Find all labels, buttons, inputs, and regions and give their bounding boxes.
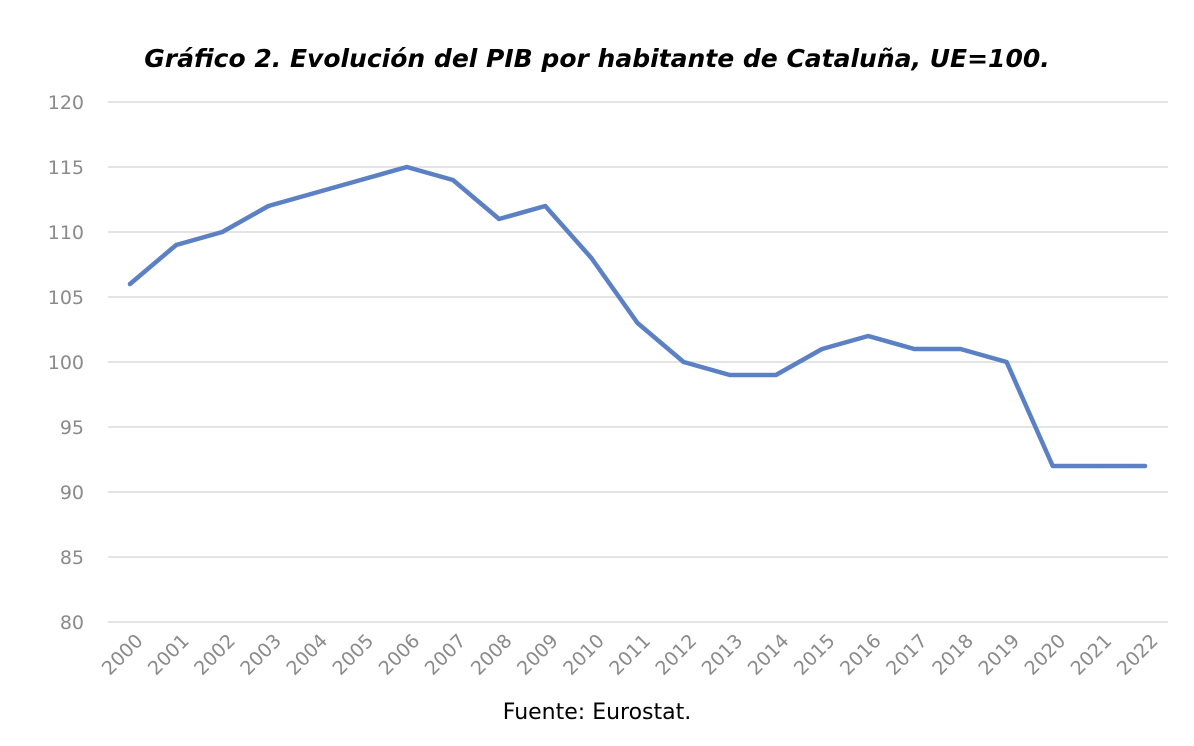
x-tick-label: 2010 xyxy=(559,630,609,680)
data-point xyxy=(1096,464,1101,468)
data-point xyxy=(589,256,594,260)
data-point xyxy=(450,178,455,182)
x-tick-label: 2011 xyxy=(605,630,655,680)
data-point xyxy=(220,230,225,234)
chart-title: Gráfico 2. Evolución del PIB por habitan… xyxy=(144,44,1050,73)
data-point xyxy=(727,373,732,377)
y-tick-label: 110 xyxy=(48,222,84,244)
x-tick-label: 2013 xyxy=(698,630,748,680)
x-tick-label: 2008 xyxy=(467,630,517,680)
series-line xyxy=(127,164,1148,469)
x-tick-label: 2004 xyxy=(282,630,332,680)
x-tick-label: 2019 xyxy=(974,630,1024,680)
data-point xyxy=(635,321,640,325)
data-point xyxy=(358,178,363,182)
x-tick-label: 2012 xyxy=(651,630,701,680)
data-point xyxy=(404,165,409,169)
data-point xyxy=(543,204,548,208)
x-tick-label: 2017 xyxy=(882,630,932,680)
x-tick-label: 2007 xyxy=(421,630,471,680)
x-tick-label: 2018 xyxy=(928,630,978,680)
y-tick-label: 95 xyxy=(60,417,84,439)
x-tick-label: 2006 xyxy=(375,630,425,680)
chart-source: Fuente: Eurostat. xyxy=(502,700,692,725)
y-tick-label: 105 xyxy=(48,287,84,309)
data-point xyxy=(912,347,917,351)
y-tick-label: 120 xyxy=(48,92,84,114)
x-tick-label: 2014 xyxy=(744,630,794,680)
y-tick-label: 90 xyxy=(60,482,84,504)
y-tick-label: 100 xyxy=(48,352,84,374)
data-point xyxy=(681,360,686,364)
data-point xyxy=(958,347,963,351)
x-tick-label: 2002 xyxy=(190,630,240,680)
data-point xyxy=(866,334,871,338)
data-point xyxy=(1004,360,1009,364)
y-tick-label: 85 xyxy=(60,547,84,569)
data-point xyxy=(773,373,778,377)
x-tick-label: 2015 xyxy=(790,630,840,680)
data-point xyxy=(266,204,271,208)
x-tick-label: 2003 xyxy=(236,630,286,680)
data-point xyxy=(128,282,132,286)
y-tick-label: 115 xyxy=(48,157,84,179)
data-point xyxy=(820,347,825,351)
data-point xyxy=(174,243,179,247)
x-tick-label: 2022 xyxy=(1113,630,1163,680)
data-point xyxy=(497,217,502,221)
x-tick-label: 2005 xyxy=(328,630,378,680)
y-tick-label: 80 xyxy=(60,612,84,634)
data-point xyxy=(312,191,317,195)
x-tick-label: 2020 xyxy=(1021,630,1071,680)
data-point xyxy=(1143,464,1147,468)
x-tick-label: 2021 xyxy=(1067,630,1117,680)
x-tick-label: 2016 xyxy=(836,630,886,680)
data-point xyxy=(1050,464,1055,468)
x-tick-label: 2009 xyxy=(513,630,563,680)
x-tick-label: 2001 xyxy=(144,630,194,680)
x-tick-label: 2000 xyxy=(98,630,148,680)
